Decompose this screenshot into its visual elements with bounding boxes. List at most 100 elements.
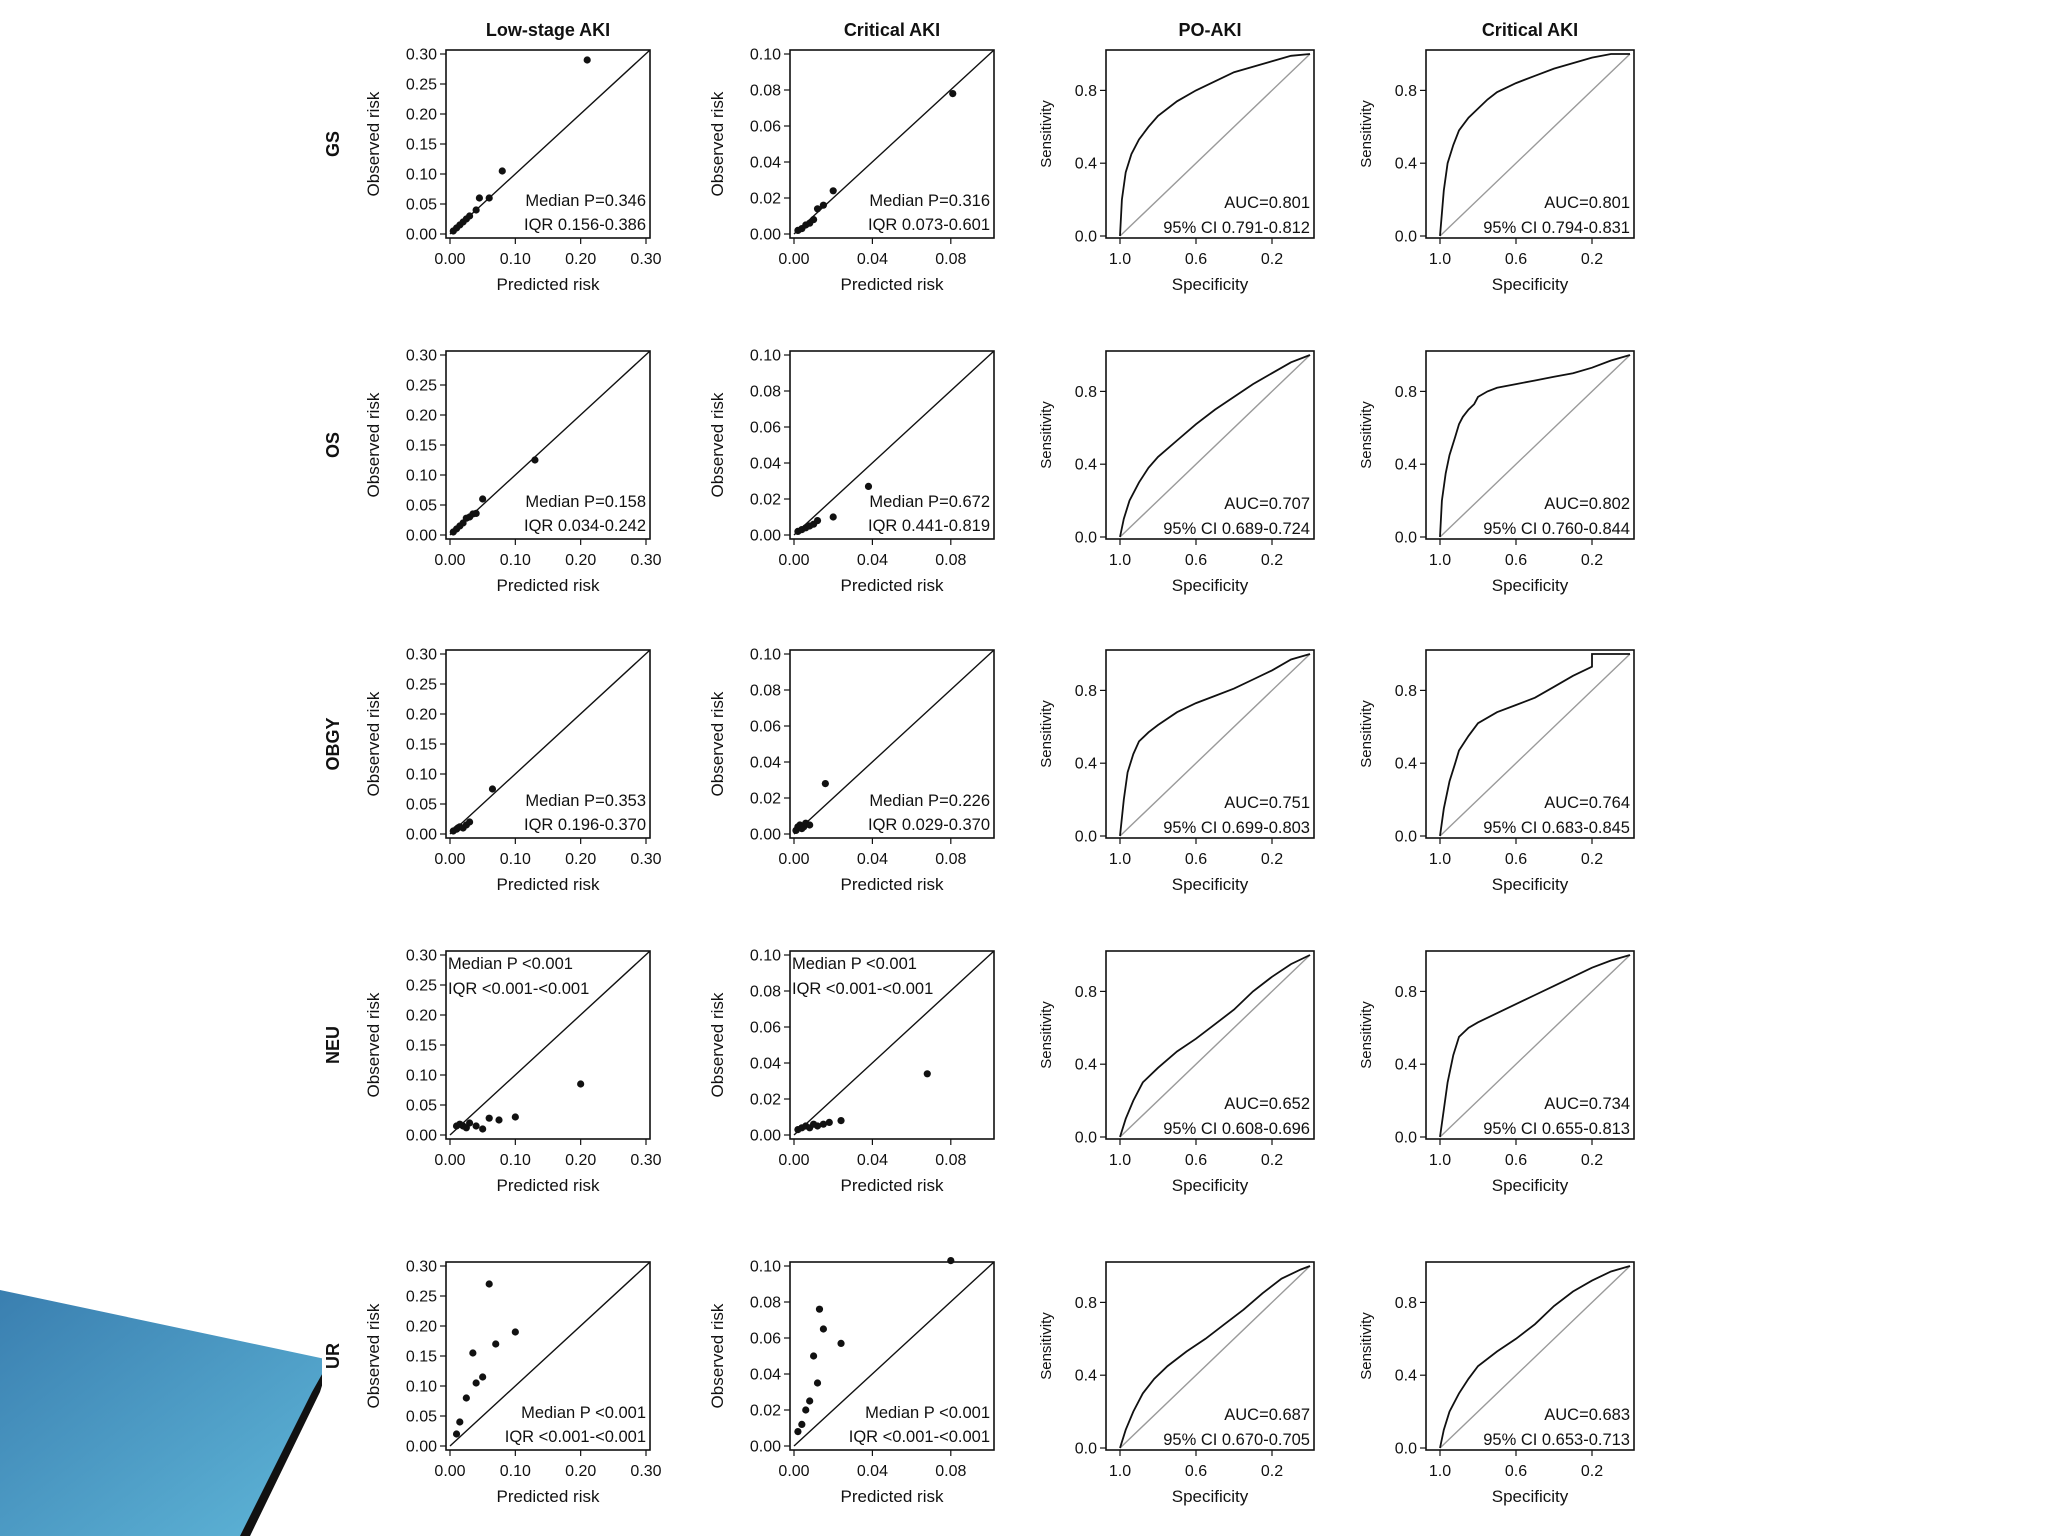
x-axis-label: Predicted risk	[841, 275, 944, 294]
y-tick-label: 0.4	[1395, 1057, 1417, 1074]
y-tick-label: 0.10	[406, 767, 437, 784]
row-label: OBGY	[323, 717, 343, 770]
y-tick-label: 0.04	[750, 1056, 781, 1073]
y-tick-label: 0.10	[406, 1068, 437, 1085]
y-tick-label: 0.04	[750, 456, 781, 473]
y-tick-label: 0.4	[1075, 457, 1097, 474]
data-point	[479, 1125, 487, 1133]
y-tick-label: 0.08	[750, 984, 781, 1001]
y-tick-label: 0.30	[406, 47, 437, 64]
y-tick-label: 0.15	[406, 737, 437, 754]
roc-curve	[1439, 653, 1630, 837]
calibration-panel: 0.00 0.05 0.10 0.15 0.20 0.25 0.30 0.00 0.10 0.20…	[364, 1259, 662, 1507]
x-tick-label: 0.20	[565, 552, 596, 569]
data-point	[813, 1379, 822, 1387]
chance-diagonal	[1439, 954, 1631, 1138]
y-tick-label: 0.4	[1075, 1368, 1097, 1385]
x-axis-label: Specificity	[1172, 1487, 1249, 1506]
column-title: Low-stage AKI	[486, 20, 610, 40]
y-tick-label: 0.30	[406, 647, 437, 664]
stats-text: IQR <0.001-<0.001	[448, 980, 589, 998]
stats-text: 95% CI 0.608-0.696	[1163, 1120, 1310, 1138]
y-tick-label: 0.10	[750, 348, 781, 365]
y-axis-label: Sensitivity	[1038, 1001, 1055, 1069]
y-tick-label: 0.20	[406, 107, 437, 124]
stats-text: IQR <0.001-<0.001	[792, 980, 933, 998]
x-tick-label: 0.20	[565, 1463, 596, 1480]
y-tick-label: 0.25	[406, 378, 437, 395]
x-tick-label: 0.2	[1261, 1152, 1283, 1169]
y-tick-label: 0.4	[1395, 1368, 1417, 1385]
data-point	[837, 1339, 845, 1347]
reference-diagonal	[793, 950, 995, 1136]
y-tick-label: 0.15	[406, 1038, 437, 1055]
x-tick-label: 1.0	[1429, 851, 1451, 868]
x-axis-label: Predicted risk	[841, 1487, 944, 1506]
x-tick-label: 0.04	[857, 251, 888, 268]
chance-diagonal	[1439, 653, 1631, 837]
y-axis-label: Sensitivity	[1038, 100, 1055, 168]
y-tick-label: 0.25	[406, 1289, 437, 1306]
x-tick-label: 0.00	[778, 851, 809, 868]
chance-diagonal	[1119, 354, 1311, 538]
x-tick-label: 1.0	[1109, 552, 1131, 569]
x-axis-label: Specificity	[1492, 275, 1569, 294]
data-point	[475, 194, 483, 202]
x-tick-label: 1.0	[1429, 552, 1451, 569]
y-tick-label: 0.20	[406, 707, 437, 724]
plot-frame	[1425, 1261, 1635, 1451]
plot-frame	[789, 350, 995, 540]
roc-curve	[1439, 354, 1631, 538]
x-tick-label: 0.6	[1505, 1152, 1527, 1169]
y-axis-label: Observed risk	[364, 91, 383, 196]
data-point	[813, 205, 822, 213]
y-tick-label: 0.30	[406, 1259, 437, 1276]
y-tick-label: 0.30	[406, 948, 437, 965]
column-title: PO-AKI	[1179, 20, 1242, 40]
x-axis-label: Predicted risk	[497, 875, 600, 894]
roc-panel: 0.0 0.4 0.8 1.0 0.6 0.2 Specificity Sensitivity…	[1038, 950, 1315, 1195]
x-tick-label: 1.0	[1109, 1463, 1131, 1480]
y-tick-label: 0.20	[406, 1008, 437, 1025]
reference-diagonal	[449, 950, 651, 1136]
data-point	[821, 780, 829, 788]
y-tick-label: 0.8	[1395, 83, 1417, 100]
x-tick-label: 0.6	[1185, 1152, 1207, 1169]
chance-diagonal	[1119, 954, 1311, 1138]
x-tick-label: 1.0	[1109, 851, 1131, 868]
stats-text: Median P <0.001	[792, 955, 917, 973]
plot-frame	[1105, 649, 1315, 839]
x-axis-label: Predicted risk	[841, 1176, 944, 1195]
calibration-panel: 0.00 0.05 0.10 0.15 0.20 0.25 0.30 0.00 0.10 0.20…	[364, 647, 662, 895]
figure-background	[322, 0, 1674, 1520]
roc-curve	[1119, 954, 1311, 1138]
stats-text: AUC=0.687	[1224, 1406, 1310, 1424]
stats-text: 95% CI 0.670-0.705	[1163, 1431, 1310, 1449]
stats-text: Median P <0.001	[448, 955, 573, 973]
roc-curve	[1439, 53, 1630, 237]
stats-text: 95% CI 0.655-0.813	[1483, 1120, 1630, 1138]
roc-panel: 0.0 0.4 0.8 1.0 0.6 0.2 Specificity Sensitivity…	[1038, 1261, 1315, 1506]
y-axis-label: Sensitivity	[1358, 700, 1375, 768]
y-tick-label: 0.30	[406, 348, 437, 365]
x-tick-label: 0.2	[1261, 1463, 1283, 1480]
roc-panel: 0.0 0.4 0.8 1.0 0.6 0.2 Specificity Sensitivity…	[1358, 350, 1635, 595]
x-tick-label: 0.04	[857, 851, 888, 868]
reference-diagonal	[449, 649, 651, 835]
roc-panel: 0.0 0.4 0.8 1.0 0.6 0.2 Specificity Sensitivity…	[1358, 649, 1635, 894]
y-tick-label: 0.00	[750, 827, 781, 844]
data-point	[466, 212, 474, 220]
x-tick-label: 0.00	[434, 552, 465, 569]
y-tick-label: 0.08	[750, 683, 781, 700]
x-tick-label: 0.30	[630, 251, 661, 268]
y-tick-label: 0.00	[406, 1439, 437, 1456]
stats-text: Median P=0.316	[869, 192, 990, 210]
y-tick-label: 0.4	[1395, 156, 1417, 173]
y-axis-label: Observed risk	[364, 691, 383, 796]
y-tick-label: 0.25	[406, 677, 437, 694]
data-point	[819, 1325, 828, 1333]
y-axis-label: Observed risk	[364, 1303, 383, 1408]
stats-text: IQR 0.034-0.242	[524, 517, 646, 535]
y-axis-label: Observed risk	[708, 392, 727, 497]
